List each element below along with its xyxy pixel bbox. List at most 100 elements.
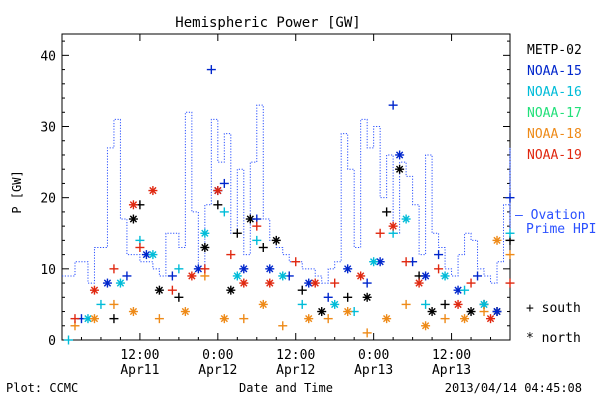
x-tick-date-label: Apr13 <box>354 363 393 378</box>
star-stroke <box>331 300 339 309</box>
data-point <box>375 228 385 238</box>
data-point <box>421 321 431 331</box>
star-stroke <box>214 186 222 195</box>
x-tick-time-label: 12:00 <box>432 348 471 363</box>
data-point <box>291 257 301 267</box>
data-point <box>421 271 431 281</box>
data-point <box>362 292 372 302</box>
data-point <box>278 271 288 281</box>
data-point <box>89 285 99 295</box>
data-point <box>440 299 450 309</box>
data-point <box>401 214 411 224</box>
star-stroke <box>357 272 365 280</box>
star-stroke <box>246 215 254 223</box>
data-point <box>128 214 138 224</box>
y-tick-label: 10 <box>40 263 56 278</box>
data-point <box>252 235 262 245</box>
data-point <box>362 328 372 338</box>
x-tick-time-label: 12:00 <box>276 348 315 363</box>
data-point <box>258 242 268 252</box>
data-point <box>505 250 515 260</box>
data-point <box>473 271 483 281</box>
data-point <box>343 307 353 317</box>
star-stroke <box>402 215 410 223</box>
star-stroke <box>279 272 287 280</box>
data-point <box>226 250 236 260</box>
y-tick-label: 40 <box>40 49 56 64</box>
data-point <box>356 271 366 281</box>
data-point <box>362 278 372 288</box>
data-point <box>89 314 99 324</box>
data-point <box>492 307 502 317</box>
data-markers <box>63 65 515 345</box>
data-point <box>232 271 242 281</box>
star-stroke <box>90 286 99 294</box>
star-stroke <box>240 279 248 287</box>
x-tick-date-label: Apr13 <box>432 363 471 378</box>
data-point <box>421 299 431 309</box>
y-tick-label: 20 <box>40 192 56 207</box>
star-stroke <box>155 286 164 294</box>
star-stroke <box>460 315 469 323</box>
data-point <box>486 314 496 324</box>
legend-entry: NOAA-19 <box>527 148 582 163</box>
data-point <box>330 299 340 309</box>
symbol-legend-entry: * north <box>526 331 581 346</box>
star-stroke <box>129 201 138 209</box>
x-tick-time-label: 0:00 <box>358 348 389 363</box>
data-point <box>343 292 353 302</box>
data-point <box>213 200 223 210</box>
star-stroke <box>454 300 462 309</box>
x-tick-time-label: 12:00 <box>120 348 159 363</box>
star-stroke <box>421 322 430 330</box>
data-point <box>434 250 444 260</box>
star-stroke <box>480 300 488 309</box>
star-stroke <box>454 286 462 294</box>
data-point <box>427 307 437 317</box>
data-point <box>115 278 125 288</box>
star-stroke <box>382 315 391 323</box>
star-stroke <box>395 165 404 173</box>
star-stroke <box>376 258 384 266</box>
y-tick-label: 30 <box>40 121 56 136</box>
star-stroke <box>421 272 430 280</box>
data-point <box>395 150 405 160</box>
star-stroke <box>201 229 209 237</box>
plot-timestamp: 2013/04/14 04:45:08 <box>445 381 582 395</box>
data-point <box>323 292 333 302</box>
data-point <box>109 299 119 309</box>
star-stroke <box>493 307 501 316</box>
legend-entry: NOAA-15 <box>527 64 582 79</box>
data-point <box>180 307 190 317</box>
star-stroke <box>318 307 326 316</box>
data-point <box>505 278 515 288</box>
data-point <box>317 307 327 317</box>
star-stroke <box>194 265 202 273</box>
star-stroke <box>84 315 92 323</box>
data-point <box>219 207 229 217</box>
data-point <box>271 235 281 245</box>
data-point <box>135 242 145 252</box>
data-point <box>297 299 307 309</box>
ovation-hpi-path <box>62 104 511 284</box>
data-point <box>382 314 392 324</box>
star-stroke <box>415 279 423 287</box>
plot-credit: Plot: CCMC <box>6 381 78 395</box>
star-stroke <box>259 300 267 309</box>
data-point <box>460 285 470 295</box>
data-point <box>382 207 392 217</box>
data-point <box>343 264 353 274</box>
star-stroke <box>493 236 501 245</box>
star-stroke <box>220 315 228 323</box>
data-point <box>265 264 275 274</box>
data-point <box>187 271 197 281</box>
data-point <box>102 278 112 288</box>
data-point <box>154 314 164 324</box>
star-stroke <box>266 279 274 287</box>
data-point <box>232 228 242 238</box>
data-point <box>479 307 489 317</box>
chart-title: Hemispheric Power [GW] <box>175 15 360 31</box>
data-point <box>239 264 249 274</box>
data-point <box>70 314 80 324</box>
